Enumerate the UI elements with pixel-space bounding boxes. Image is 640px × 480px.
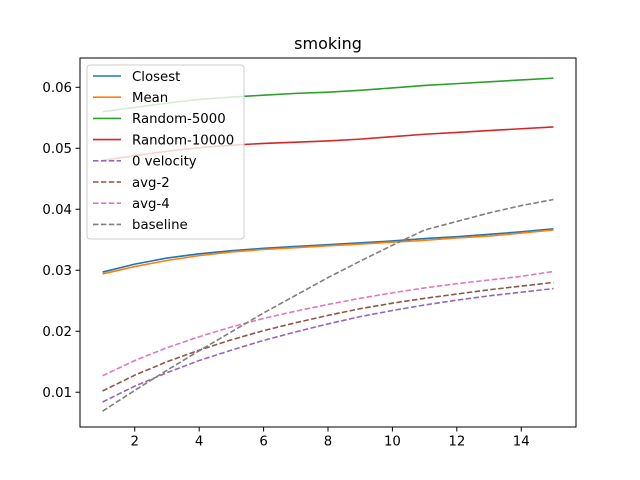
legend-label: avg-4	[132, 197, 170, 212]
legend-label: avg-2	[132, 176, 170, 191]
legend-label: Mean	[132, 91, 168, 106]
x-axis: 2 4 6 8 10 12 14	[131, 427, 530, 450]
series-line-baseline	[102, 198, 554, 412]
legend-label: 0 velocity	[132, 155, 197, 170]
y-tick-label: 0.03	[42, 264, 72, 279]
x-tick-label: 2	[131, 435, 139, 450]
legend-label: Random-10000	[132, 133, 234, 148]
y-tick-label: 0.06	[42, 81, 72, 96]
y-tick-label: 0.04	[42, 203, 72, 218]
y-tick-label: 0.02	[42, 325, 72, 340]
series-line-avg-2	[102, 281, 554, 392]
legend-label: baseline	[132, 218, 188, 233]
legend-label: Random-5000	[132, 112, 226, 127]
series-line-avg-4	[102, 270, 554, 377]
x-tick-label: 14	[513, 435, 530, 450]
legend: Closest Mean Random-5000 Random-10000 0 velo…	[86, 64, 245, 240]
legend-label: Closest	[132, 70, 180, 85]
series-line-closest	[102, 227, 554, 273]
series-line-0-velocity	[102, 287, 554, 403]
series-line-mean	[102, 229, 554, 275]
x-tick-label: 12	[448, 435, 465, 450]
x-tick-label: 4	[195, 435, 203, 450]
x-tick-label: 8	[324, 435, 332, 450]
legend-box	[86, 64, 245, 240]
y-axis: 0.01 0.02 0.03 0.04 0.05 0.06	[42, 81, 80, 401]
chart-title: smoking	[294, 34, 362, 53]
x-tick-label: 10	[384, 435, 401, 450]
y-tick-label: 0.05	[42, 142, 72, 157]
series-layer	[102, 77, 554, 412]
x-tick-label: 6	[259, 435, 267, 450]
y-tick-label: 0.01	[42, 386, 72, 401]
